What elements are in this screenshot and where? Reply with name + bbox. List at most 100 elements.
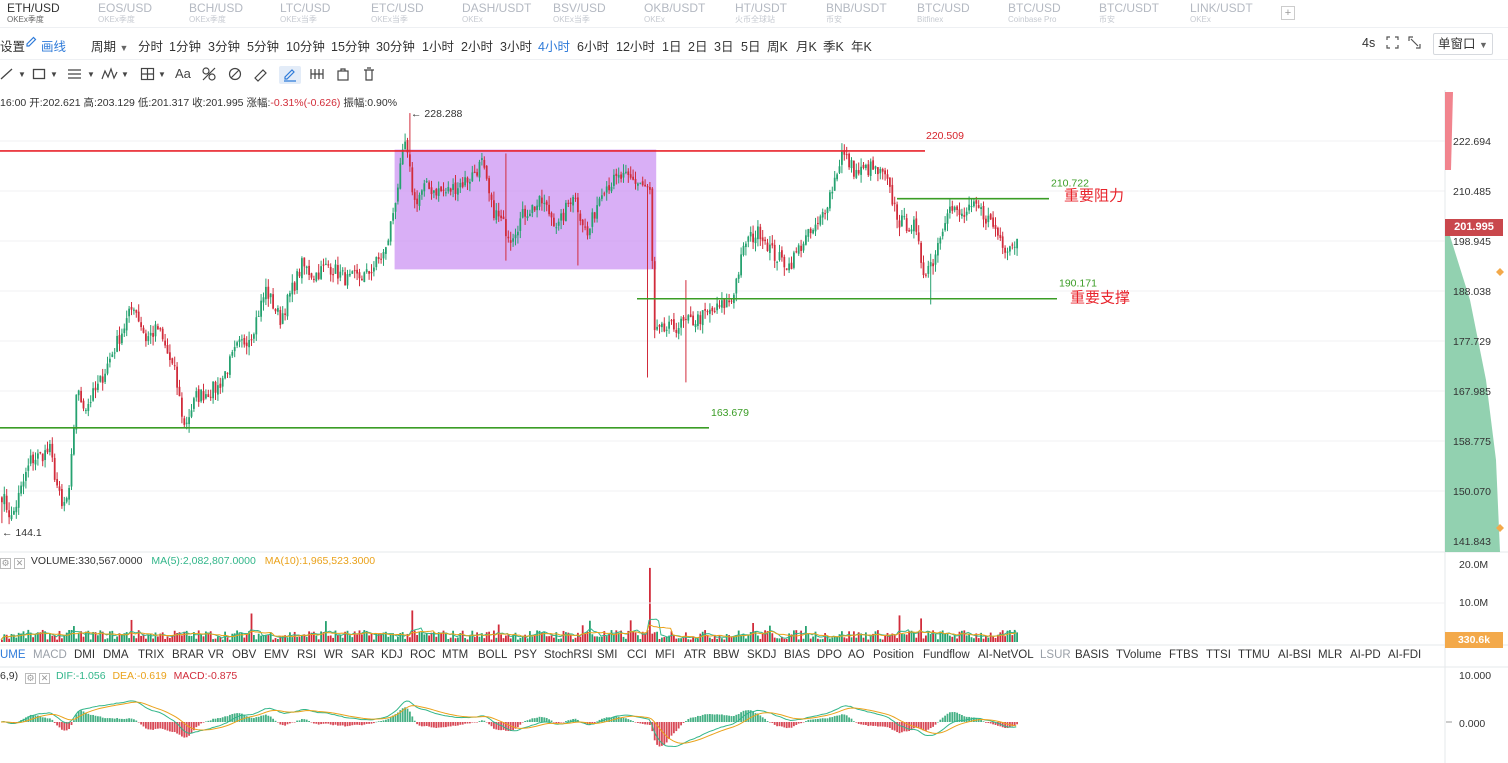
interval-option[interactable]: 10分钟 [286,40,325,54]
indicator-tab[interactable]: TTMU [1238,649,1270,661]
indicator-tab[interactable]: BIAS [784,649,811,661]
period-menu[interactable]: 周期 ▼ [91,36,128,55]
crosshair-grid-icon[interactable] [140,66,156,84]
symbol-tab[interactable]: LINK/USDT OKEx [1190,2,1280,26]
indicator-tab[interactable]: EMV [264,649,289,661]
caret-down-icon[interactable]: ▼ [50,70,58,79]
indicator-tab[interactable]: RSI [297,649,317,661]
indicator-tab[interactable]: VR [208,649,224,661]
interval-option[interactable]: 5日 [741,40,761,54]
add-tab-button[interactable]: + [1281,6,1295,20]
indicator-tab[interactable]: ATR [684,649,707,661]
interval-option[interactable]: 15分钟 [331,40,370,54]
indicator-tab[interactable]: AO [848,649,865,661]
indicator-tab[interactable]: Position [873,649,914,661]
indicator-tab[interactable]: TVolume [1116,649,1162,661]
pattern-icon[interactable] [201,66,217,84]
indicator-tab[interactable]: BOLL [478,649,508,661]
alert-marker-icon[interactable] [1496,268,1504,276]
draw-lock-icon[interactable] [279,66,301,84]
ruler-icon[interactable] [253,66,269,84]
symbol-tab[interactable]: LTC/USD OKEx当季 [280,2,370,26]
window-mode-select[interactable]: 单窗口 ▼ [1433,33,1493,55]
interval-option[interactable]: 分时 [138,40,164,54]
symbol-tab[interactable]: BTC/USDT 币安 [1099,2,1189,26]
interval-option[interactable]: 3小时 [500,40,532,54]
caret-down-icon[interactable]: ▼ [121,70,129,79]
interval-option[interactable]: 3日 [714,40,734,54]
rectangle-icon[interactable] [32,66,46,84]
settings-button[interactable]: 设置 [0,40,26,54]
symbol-tab[interactable]: EOS/USD OKEx季度 [98,2,188,26]
interval-option[interactable]: 周K [767,40,788,54]
indicator-tab[interactable]: SKDJ [747,649,777,661]
interval-option[interactable]: 1小时 [422,40,454,54]
indicator-tab[interactable]: OBV [232,649,257,661]
measure-icon[interactable] [309,66,325,84]
refresh-interval[interactable]: 4s [1362,36,1376,50]
interval-option[interactable]: 1分钟 [169,40,201,54]
indicator-tab[interactable]: AI-FDI [1388,649,1422,661]
trend-line-icon[interactable] [0,66,14,84]
indicator-tab[interactable]: KDJ [381,649,403,661]
symbol-tab[interactable]: ETH/USD OKEx季度 [7,2,97,26]
symbol-tab[interactable]: BTC/USD Coinbase Pro [1008,2,1098,26]
text-tool-button[interactable]: Aa [175,66,191,81]
fib-lines-icon[interactable] [67,66,83,84]
indicator-tab[interactable]: BRAR [172,649,204,661]
indicator-tab[interactable]: Fundflow [923,649,970,661]
indicator-tab[interactable]: WR [324,649,344,661]
interval-option[interactable]: 1日 [662,40,682,54]
indicator-tab[interactable]: BASIS [1075,649,1109,661]
interval-option[interactable]: 6小时 [577,40,609,54]
symbol-tab[interactable]: BCH/USD OKEx季度 [189,2,279,26]
indicator-tab[interactable]: ROC [410,649,436,661]
indicator-tab[interactable]: MLR [1318,649,1343,661]
interval-option[interactable]: 3分钟 [208,40,240,54]
caret-down-icon[interactable]: ▼ [158,70,166,79]
indicator-tab[interactable]: SMI [597,649,618,661]
interval-option[interactable]: 年K [851,40,872,54]
symbol-tab[interactable]: HT/USDT 火币全球站 [735,2,825,26]
wave-pattern-icon[interactable] [101,66,119,84]
indicator-tab[interactable]: TTSI [1206,649,1231,661]
caret-down-icon[interactable]: ▼ [18,70,26,79]
magnet-icon[interactable] [227,66,243,84]
indicator-tab[interactable]: UME [0,649,26,661]
indicator-tab[interactable]: AI-NetVOL [978,649,1034,661]
interval-option[interactable]: 5分钟 [247,40,279,54]
indicator-tab[interactable]: MACD [33,649,67,661]
close-icon[interactable]: ✕ [39,673,51,684]
interval-option[interactable]: 季K [823,40,844,54]
indicator-tab[interactable]: DMI [74,649,96,661]
indicator-tab[interactable]: AI-BSI [1278,649,1312,661]
settings-icon[interactable]: ⚙ [25,673,37,684]
interval-option[interactable]: 月K [796,40,817,54]
symbol-tab[interactable]: BSV/USD OKEx当季 [553,2,643,26]
screenshot-icon[interactable] [1408,36,1421,52]
indicator-tab[interactable]: StochRSI [544,649,593,661]
indicator-tab[interactable]: SAR [351,649,375,661]
draw-line-button[interactable]: 画线 [41,40,67,54]
indicator-tab[interactable]: AI-PD [1350,649,1381,661]
trash-icon[interactable] [361,66,377,84]
symbol-tab[interactable]: BNB/USDT 币安 [826,2,916,26]
symbol-tab[interactable]: DASH/USDT OKEx [462,2,552,26]
close-icon[interactable]: ✕ [14,558,25,569]
interval-option[interactable]: 2小时 [461,40,493,54]
fullscreen-icon[interactable] [1386,36,1399,52]
indicator-tab[interactable]: TRIX [138,649,165,661]
indicator-tab[interactable]: MTM [442,649,469,661]
interval-option[interactable]: 30分钟 [376,40,415,54]
interval-option[interactable]: 4小时 [538,40,570,54]
symbol-tab[interactable]: OKB/USDT OKEx [644,2,734,26]
indicator-tab[interactable]: MFI [655,649,675,661]
hide-drawings-icon[interactable] [335,66,351,84]
indicator-tab[interactable]: FTBS [1169,649,1199,661]
caret-down-icon[interactable]: ▼ [87,70,95,79]
indicator-tab[interactable]: BBW [713,649,740,661]
alert-marker-icon[interactable] [1496,524,1504,532]
symbol-tab[interactable]: ETC/USD OKEx当季 [371,2,461,26]
indicator-tab[interactable]: CCI [627,649,647,661]
